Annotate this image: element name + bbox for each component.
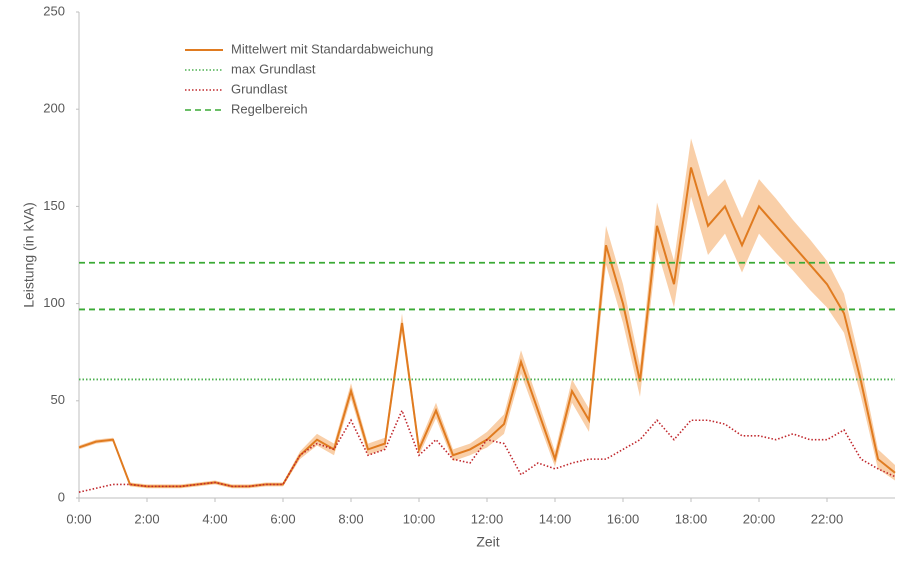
- legend-label: max Grundlast: [231, 61, 316, 76]
- legend-label: Grundlast: [231, 81, 288, 96]
- x-axis-title: Zeit: [476, 534, 499, 550]
- y-tick-label: 200: [43, 101, 65, 116]
- x-tick-label: 10:00: [403, 511, 436, 526]
- y-tick-label: 50: [51, 392, 65, 407]
- legend-label: Regelbereich: [231, 101, 308, 116]
- std-band: [79, 138, 895, 489]
- x-tick-label: 14:00: [539, 511, 572, 526]
- x-tick-label: 2:00: [134, 511, 159, 526]
- y-tick-label: 250: [43, 3, 65, 18]
- y-tick-label: 150: [43, 198, 65, 213]
- legend-label: Mittelwert mit Standardabweichung: [231, 41, 433, 56]
- x-tick-label: 8:00: [338, 511, 363, 526]
- y-axis-title: Leistung (in kVA): [21, 202, 37, 308]
- x-tick-label: 6:00: [270, 511, 295, 526]
- x-tick-label: 0:00: [66, 511, 91, 526]
- x-tick-label: 22:00: [811, 511, 844, 526]
- x-tick-label: 16:00: [607, 511, 640, 526]
- x-tick-label: 20:00: [743, 511, 776, 526]
- x-tick-label: 12:00: [471, 511, 504, 526]
- series-line: [78, 408, 896, 493]
- y-tick-label: 100: [43, 295, 65, 310]
- x-tick-label: 18:00: [675, 511, 708, 526]
- x-tick-label: 4:00: [202, 511, 227, 526]
- y-tick-label: 0: [58, 489, 65, 504]
